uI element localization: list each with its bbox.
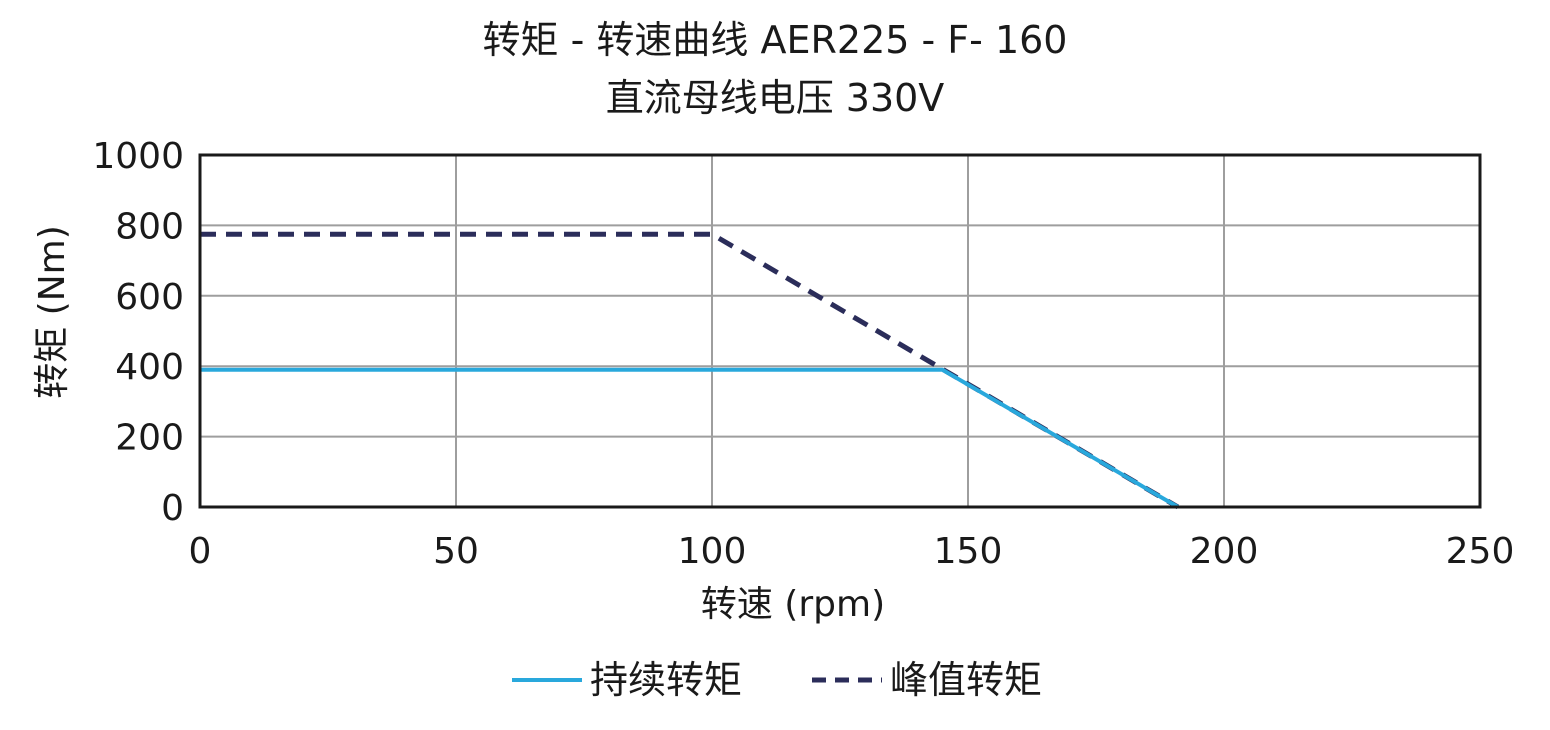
y-tick-label-0: 0: [161, 488, 184, 529]
x-tick-label-1: 50: [433, 531, 479, 572]
x-tick-label-5: 250: [1446, 531, 1515, 572]
legend: 持续转矩 峰值转矩: [512, 658, 1042, 702]
x-tick-label-0: 0: [189, 531, 212, 572]
grid-lines: [199, 154, 1481, 508]
legend-label-1: 峰值转矩: [890, 658, 1042, 702]
chart-subtitle: 直流母线电压 330V: [605, 76, 945, 120]
y-axis-label: 转矩 (Nm): [32, 225, 73, 399]
chart-title: 转矩 - 转速曲线 AER225 - F- 160: [482, 18, 1068, 62]
y-tick-label-2: 400: [115, 347, 184, 388]
y-tick-label-1: 200: [115, 418, 184, 459]
y-tick-label-3: 600: [115, 277, 184, 318]
x-tick-labels: 0 50 100 150 200 250: [189, 531, 1515, 572]
x-tick-label-3: 150: [934, 531, 1003, 572]
y-tick-labels: 0 200 400 600 800 1000: [92, 136, 184, 529]
legend-label-0: 持续转矩: [590, 658, 742, 702]
x-tick-label-4: 200: [1190, 531, 1259, 572]
series-lines: [200, 231, 1180, 510]
x-tick-label-2: 100: [678, 531, 747, 572]
series-line-0: [200, 367, 1179, 509]
plot-frame: [198, 153, 1482, 509]
y-tick-label-4: 800: [115, 206, 184, 247]
x-axis-label: 转速 (rpm): [701, 584, 885, 625]
y-tick-label-5: 1000: [92, 136, 184, 177]
